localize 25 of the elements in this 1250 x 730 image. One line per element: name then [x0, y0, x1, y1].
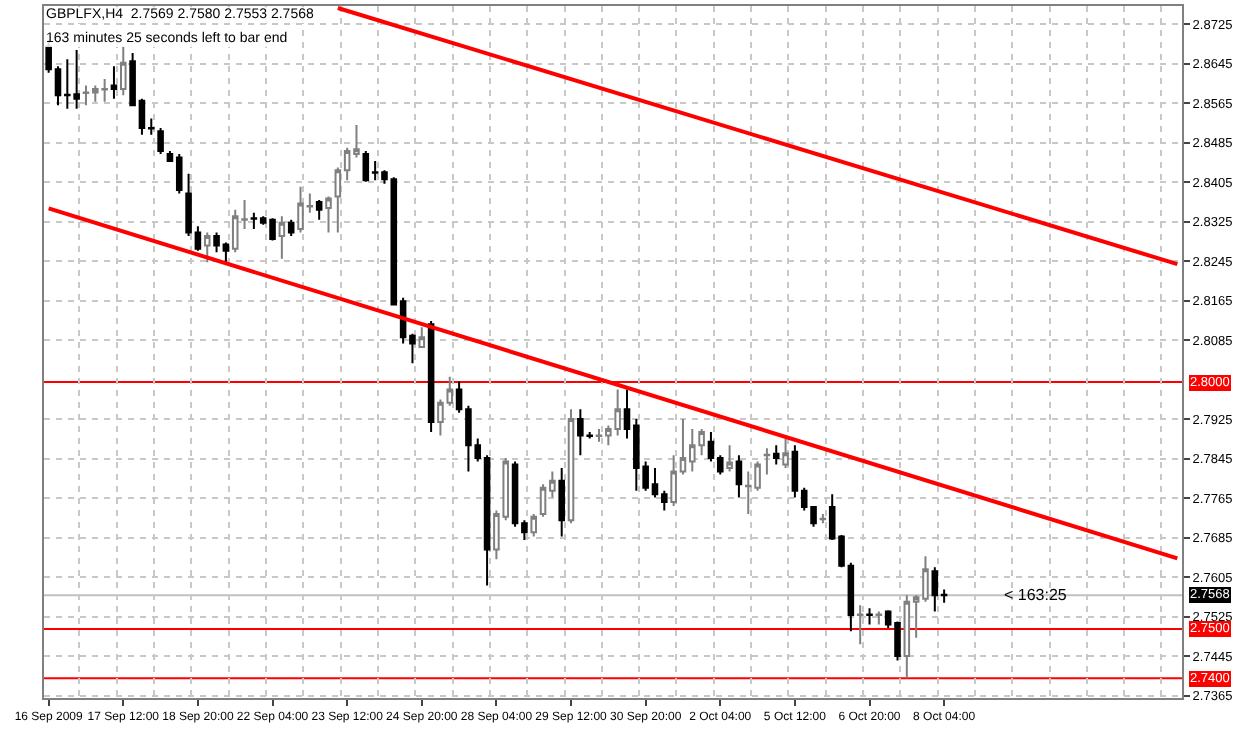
- candlestick: [763, 447, 771, 476]
- candlestick: [315, 198, 323, 221]
- candlestick: [362, 150, 370, 183]
- candlestick: [875, 610, 883, 626]
- candlestick: [726, 444, 733, 473]
- candlestick: [110, 65, 118, 100]
- candlestick: [856, 604, 864, 646]
- candlestick: [530, 512, 537, 538]
- candlestick: [567, 408, 575, 525]
- candlestick: [903, 594, 911, 680]
- candlestick: [819, 512, 827, 525]
- candlestick: [203, 231, 211, 264]
- candlestick: [558, 467, 565, 538]
- candlestick: [287, 218, 295, 237]
- candlestick: [175, 153, 183, 195]
- candlestick: [735, 454, 743, 499]
- candlestick: [772, 444, 780, 466]
- candlestick: [418, 326, 426, 349]
- candlestick: [278, 215, 286, 260]
- candlestick: [157, 126, 164, 156]
- candlestick: [782, 437, 789, 469]
- candlestick: [866, 607, 873, 626]
- annotation: < 163:25: [1004, 586, 1068, 604]
- candlestick: [931, 566, 939, 613]
- candlestick: [325, 195, 332, 234]
